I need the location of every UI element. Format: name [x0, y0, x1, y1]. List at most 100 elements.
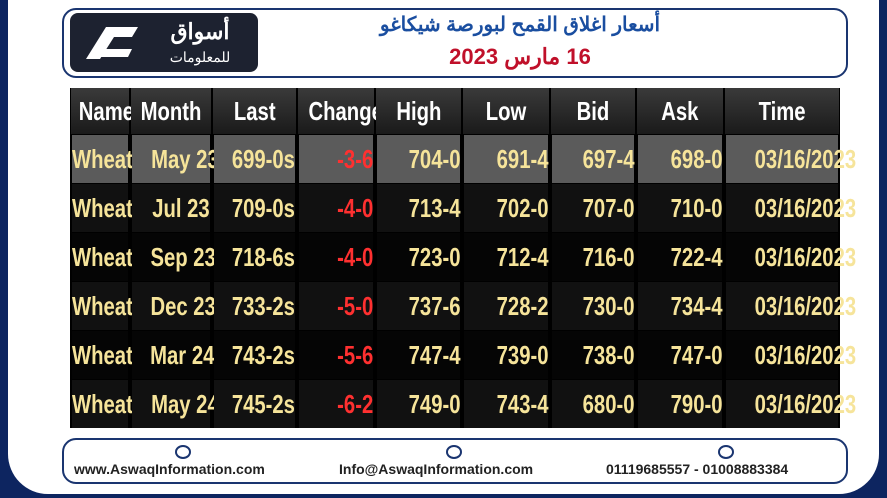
table-cell: Wheat — [72, 135, 133, 183]
column-header-text: High — [395, 96, 442, 126]
web-icon — [175, 445, 191, 459]
table-cell: 747-4 — [377, 331, 460, 379]
table-cell-text: 698-0 — [670, 144, 722, 174]
column-header-text: Low — [485, 96, 527, 126]
table-cell-text: 739-0 — [496, 340, 548, 370]
table-cell: 710-0 — [638, 184, 722, 232]
table-cell-text: 728-2 — [496, 291, 548, 321]
table-cell: 691-4 — [464, 135, 548, 183]
column-header-text: Ask — [661, 96, 699, 126]
table-cell-text: 737-6 — [408, 291, 460, 321]
table-cell-text: May 24 — [151, 389, 219, 419]
table-cell: 730-0 — [552, 282, 634, 330]
table-cell: 03/16/2023 — [726, 135, 856, 183]
table-cell-text: 723-0 — [408, 242, 460, 272]
table-cell-text: Wheat — [72, 291, 133, 321]
table-cell-text: 03/16/2023 — [754, 144, 857, 174]
table-cell: 728-2 — [464, 282, 548, 330]
table-cell-text: 709-0s — [231, 193, 295, 223]
table-cell: 722-4 — [638, 233, 722, 281]
table-cell: 03/16/2023 — [726, 331, 856, 379]
table-cell-text: -3-6 — [336, 144, 373, 174]
table-cell-text: 697-4 — [582, 144, 634, 174]
table-cell-text: 718-6s — [231, 242, 295, 272]
table-cell: 712-4 — [464, 233, 548, 281]
table-cell-text: 716-0 — [582, 242, 634, 272]
column-header: Change — [298, 88, 383, 134]
table-cell: 790-0 — [638, 380, 722, 428]
table-cell: 743-2s — [214, 331, 295, 379]
table-cell-text: Mar 24 — [150, 340, 215, 370]
table-cell: Wheat — [72, 331, 133, 379]
table-cell-text: 747-0 — [670, 340, 722, 370]
table-cell: 698-0 — [638, 135, 722, 183]
table-cell: Wheat — [72, 380, 133, 428]
column-header: Bid — [551, 88, 635, 134]
table-cell: -6-2 — [299, 380, 373, 428]
table-cell-text: 722-4 — [670, 242, 722, 272]
table-cell-text: 702-0 — [496, 193, 548, 223]
column-header: Name — [71, 88, 134, 134]
table-cell: 699-0s — [214, 135, 295, 183]
table-cell: Jul 23 — [132, 184, 210, 232]
table-cell: 734-4 — [638, 282, 722, 330]
table-cell-text: -5-6 — [336, 340, 373, 370]
table-cell: -3-6 — [299, 135, 373, 183]
phone-icon — [718, 445, 734, 459]
table-cell: 747-0 — [638, 331, 722, 379]
table-cell: 743-4 — [464, 380, 548, 428]
table-cell-text: Sep 23 — [150, 242, 216, 272]
table-cell-text: 03/16/2023 — [754, 242, 857, 272]
table-cell: 739-0 — [464, 331, 548, 379]
column-header-text: Name — [78, 96, 135, 126]
table-cell-text: 738-0 — [582, 340, 634, 370]
column-header-text: Time — [758, 96, 806, 126]
table-cell: 03/16/2023 — [726, 380, 856, 428]
table-cell: 738-0 — [552, 331, 634, 379]
table-cell-text: 680-0 — [582, 389, 634, 419]
table-cell-text: -4-0 — [336, 242, 373, 272]
table-cell: 697-4 — [552, 135, 634, 183]
column-header-text: Bid — [576, 96, 610, 126]
table-cell-text: 749-0 — [408, 389, 460, 419]
table-cell-text: 734-4 — [670, 291, 722, 321]
table-cell-text: 03/16/2023 — [754, 389, 857, 419]
column-header: Time — [725, 88, 839, 134]
table-cell: 03/16/2023 — [726, 184, 856, 232]
table-cell: -4-0 — [299, 184, 373, 232]
column-header-text: Month — [140, 96, 202, 126]
table-cell: -4-0 — [299, 233, 373, 281]
table-cell-text: 704-0 — [408, 144, 460, 174]
table-cell-text: 699-0s — [231, 144, 295, 174]
table-cell: Mar 24 — [132, 331, 214, 379]
table-cell: 716-0 — [552, 233, 634, 281]
table-cell-text: 747-4 — [408, 340, 460, 370]
table-cell-text: -4-0 — [336, 193, 373, 223]
column-header-text: Change — [308, 96, 383, 126]
table-cell: 745-2s — [214, 380, 295, 428]
table-cell-text: 743-4 — [496, 389, 548, 419]
table-cell-text: Wheat — [72, 193, 133, 223]
table-cell: Wheat — [72, 282, 133, 330]
table-cell-text: 691-4 — [496, 144, 548, 174]
table-cell: 03/16/2023 — [726, 233, 856, 281]
table-cell-text: 745-2s — [231, 389, 295, 419]
quotes-table: Name Month Last Change High Low Bid Ask Time Whea… — [70, 88, 856, 428]
table-cell: 704-0 — [377, 135, 460, 183]
table-cell: Wheat — [72, 233, 133, 281]
table-cell-text: -6-2 — [336, 389, 373, 419]
table-cell-text: Dec 23 — [150, 291, 216, 321]
table-cell: Wheat — [72, 184, 133, 232]
table-cell: 733-2s — [214, 282, 295, 330]
table-cell-text: 790-0 — [670, 389, 722, 419]
table-cell: May 23 — [132, 135, 219, 183]
table-cell: 737-6 — [377, 282, 460, 330]
table-cell-text: 710-0 — [670, 193, 722, 223]
column-header: Low — [463, 88, 549, 134]
table-cell-text: 743-2s — [231, 340, 295, 370]
column-header: Ask — [637, 88, 723, 134]
logo-mark — [86, 27, 138, 59]
table-cell-text: 733-2s — [231, 291, 295, 321]
column-header: Month — [131, 88, 211, 134]
table-cell-text: 03/16/2023 — [754, 193, 857, 223]
